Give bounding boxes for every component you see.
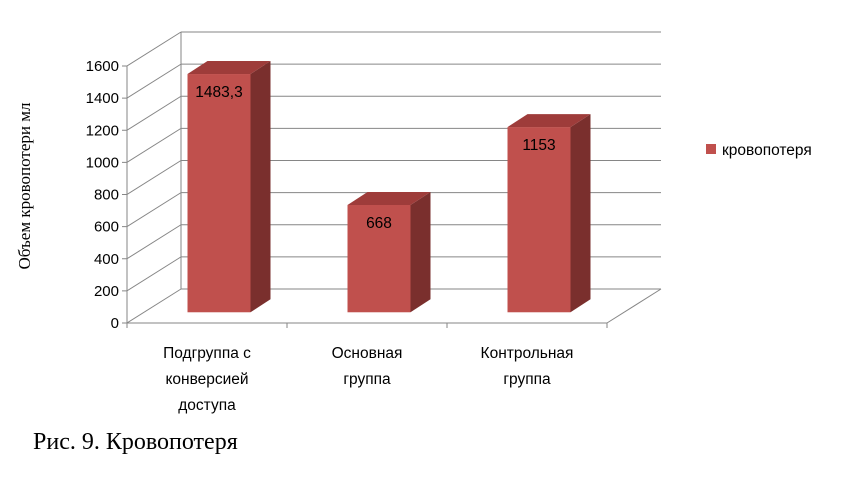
y-tick-label: 1000 [86,154,119,171]
bar [507,114,591,313]
side-wall-gridline [126,192,182,228]
y-axis-label: Объем кровопотери мл [15,102,34,269]
category-label-line: Контрольная [481,345,574,362]
side-wall-gridline [126,288,182,324]
y-tick-label: 400 [94,251,119,268]
bar [347,191,431,313]
floor-right-edge [606,288,662,324]
data-label: 1483,3 [195,84,242,101]
legend-label: кровопотеря [722,142,812,159]
bar-top [507,114,591,128]
bar-front [347,204,411,313]
data-label: 1153 [522,137,555,154]
figure-caption: Рис. 9. Кровопотеря [33,429,238,455]
y-tick-label: 200 [94,283,119,300]
y-tick-label: 1400 [86,90,119,107]
data-labels: 1483,3 668 1153 [195,84,555,232]
bar-front [507,127,571,313]
category-label-line: доступа [178,397,236,414]
bar-front [187,74,251,313]
bar-side [570,114,591,313]
side-wall-gridline [126,256,182,292]
bar-side [410,191,431,313]
side-wall-gridline [126,31,182,67]
y-tick-label: 1600 [86,58,119,75]
bars [187,61,591,313]
side-wall-gridline [126,63,182,99]
side-wall-gridline [126,127,182,163]
side-wall-gridline [126,95,182,131]
y-tick-label: 600 [94,219,119,236]
category-label-line: группа [343,371,391,388]
side-wall-gridline [126,160,182,195]
legend: кровопотеря [706,142,812,159]
side-wall-gridline [126,224,182,260]
x-tick-labels: Подгруппа с конверсией доступа Основная груп… [163,345,573,414]
category-label-line: конверсией [165,371,248,388]
bar [187,61,271,313]
category-label-line: Подгруппа с [163,345,251,362]
bar-top [187,61,271,75]
y-tick-label: 0 [111,315,119,332]
category-label-line: группа [503,371,551,388]
axes [122,65,608,328]
data-label: 668 [366,215,392,232]
category-label-line: Основная [332,345,403,362]
bar-top [347,191,431,205]
y-tick-labels: 0 200 400 600 800 1000 1200 1400 1600 [86,58,119,332]
y-tick-label: 800 [94,187,119,204]
legend-swatch [706,144,716,154]
y-tick-label: 1200 [86,122,119,139]
bar-side [250,61,271,313]
